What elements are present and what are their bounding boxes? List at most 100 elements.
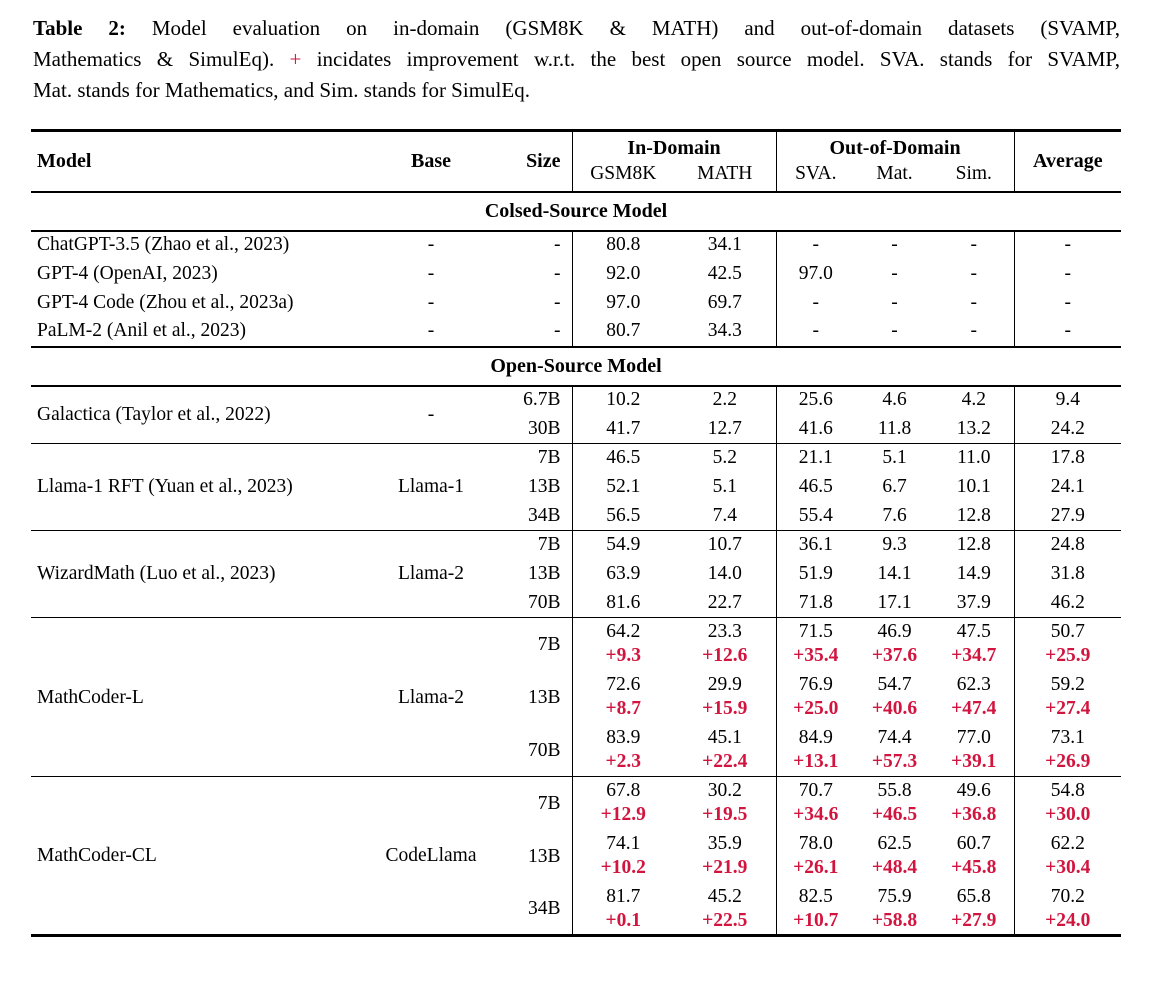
value-cell: 65.8 bbox=[934, 882, 1015, 910]
delta-cell: +15.9 bbox=[674, 697, 777, 724]
model-block: MathCoder-CL CodeLlama 7B 67.8 30.2 70.7 55.8 4… bbox=[31, 776, 1122, 936]
value-cell: 25.6 bbox=[798, 389, 833, 411]
value-cell: 80.8 bbox=[606, 234, 641, 256]
value-cell: 10.2 bbox=[606, 389, 641, 411]
value-cell: 5.1 bbox=[674, 472, 777, 502]
value-cell: 54.8 bbox=[1050, 780, 1085, 802]
header-model: Model bbox=[37, 149, 92, 172]
table-row: ChatGPT-3.5 (Zhao et al., 2023) - - 80.8 34.… bbox=[31, 230, 1121, 260]
base-cell: Llama-2 bbox=[397, 686, 465, 708]
value-cell: 55.4 bbox=[798, 504, 833, 526]
value-cell: 12.8 bbox=[934, 501, 1015, 531]
section-title-row: Colsed-Source Model bbox=[31, 191, 1122, 231]
value-cell: 30.2 bbox=[674, 776, 777, 804]
value-cell: 6.7 bbox=[882, 475, 907, 497]
delta-cell: +22.5 bbox=[674, 909, 777, 936]
value-cell: 49.6 bbox=[934, 776, 1015, 804]
size-cell: 7B bbox=[486, 443, 573, 473]
delta-cell: +37.6 bbox=[871, 645, 918, 667]
value-cell: 12.7 bbox=[674, 414, 777, 444]
value-cell: 62.5 bbox=[877, 832, 912, 854]
model-block: ChatGPT-3.5 (Zhao et al., 2023) - - 80.8 34.… bbox=[31, 230, 1121, 260]
size-cell: - bbox=[486, 288, 573, 318]
delta-cell: +19.5 bbox=[674, 803, 777, 830]
value-cell: 11.8 bbox=[877, 417, 912, 439]
caption-text-1: Model evaluation on in-domain (GSM8K & M… bbox=[151, 16, 1120, 40]
value-cell: 11.0 bbox=[934, 443, 1015, 473]
size-cell: 13B bbox=[486, 559, 573, 589]
model-cell: PaLM-2 (Anil et al., 2023) bbox=[37, 320, 247, 342]
delta-row: +12.9 +19.5 +34.6 +46.5 +36.8 +30.0 bbox=[31, 803, 1121, 830]
base-cell: - bbox=[427, 291, 435, 313]
value-cell: 22.7 bbox=[674, 588, 777, 618]
table-caption: Table 2: Model evaluation on in-domain (… bbox=[33, 13, 1120, 106]
header-sim: Sim. bbox=[934, 160, 1015, 192]
delta-cell: +9.3 bbox=[605, 645, 642, 667]
value-cell: 64.2 bbox=[606, 621, 641, 643]
delta-cell: +25.9 bbox=[1045, 645, 1091, 667]
value-cell: - bbox=[1064, 234, 1072, 256]
table-row: GPT-4 Code (Zhou et al., 2023a) - - 97.0 69.… bbox=[31, 288, 1121, 318]
delta-cell: +47.4 bbox=[934, 697, 1015, 724]
value-cell: 46.5 bbox=[606, 447, 641, 469]
value-cell: 46.2 bbox=[1050, 591, 1085, 613]
value-cell: 10.1 bbox=[934, 472, 1015, 502]
header-size: Size bbox=[486, 130, 573, 192]
value-cell: 13.2 bbox=[934, 414, 1015, 444]
model-cell: MathCoder-L bbox=[37, 686, 144, 708]
value-cell: 46.9 bbox=[877, 621, 912, 643]
table-row: Galactica (Taylor et al., 2022) - 6.7B 10.2… bbox=[31, 385, 1121, 425]
value-cell: 24.8 bbox=[1050, 534, 1085, 556]
value-cell: 77.0 bbox=[934, 723, 1015, 751]
section-title: Open-Source Model bbox=[490, 354, 662, 377]
value-cell: 54.7 bbox=[877, 673, 912, 695]
value-cell: - bbox=[934, 288, 1015, 318]
delta-cell: +27.4 bbox=[1045, 698, 1091, 720]
delta-row: +10.2 +21.9 +26.1 +48.4 +45.8 +30.4 bbox=[31, 856, 1121, 883]
table-row: 34B 81.7 45.2 82.5 75.9 65.8 70.2 bbox=[31, 882, 1121, 936]
delta-cell: +30.0 bbox=[1045, 804, 1091, 826]
value-cell: 72.6 bbox=[606, 673, 641, 695]
delta-cell: +21.9 bbox=[674, 856, 777, 883]
value-cell: 10.7 bbox=[674, 530, 777, 560]
table-row: 13B 52.1 5.1 46.5 6.7 10.1 24.1 bbox=[31, 472, 1121, 502]
value-cell: 59.2 bbox=[1050, 673, 1085, 695]
value-cell: 46.5 bbox=[798, 475, 833, 497]
value-cell: 81.6 bbox=[606, 591, 641, 613]
delta-row: +9.3 +12.6 +35.4 +37.6 +34.7 +25.9 bbox=[31, 644, 1121, 671]
table-row: 70B 83.9 45.1 84.9 74.4 77.0 73.1 bbox=[31, 723, 1121, 777]
plus-sign: + bbox=[289, 47, 302, 71]
value-cell: 54.9 bbox=[606, 534, 641, 556]
value-cell: 35.9 bbox=[674, 829, 777, 857]
model-block: MathCoder-L Llama-2 7B 64.2 23.3 71.5 46.9 47.5… bbox=[31, 617, 1122, 777]
delta-cell: +12.6 bbox=[674, 644, 777, 671]
value-cell: 76.9 bbox=[798, 673, 833, 695]
table-row: 13B 63.9 14.0 51.9 14.1 14.9 31.8 bbox=[31, 559, 1121, 589]
base-cell: CodeLlama bbox=[385, 845, 477, 867]
table-row: 30B 41.7 12.7 41.6 11.8 13.2 24.2 bbox=[31, 414, 1121, 444]
value-cell: 7.6 bbox=[882, 504, 907, 526]
delta-cell: +27.9 bbox=[934, 909, 1015, 936]
section-title-row: Open-Source Model bbox=[31, 346, 1122, 386]
table-row: GPT-4 (OpenAI, 2023) - - 92.0 42.5 97.0 - - - bbox=[31, 259, 1121, 289]
size-cell: 13B bbox=[486, 670, 573, 724]
model-cell: ChatGPT-3.5 (Zhao et al., 2023) bbox=[37, 234, 290, 256]
caption-line-1: Table 2: Model evaluation on in-domain (… bbox=[33, 13, 1120, 44]
value-cell: - bbox=[934, 259, 1015, 289]
value-cell: 62.2 bbox=[1050, 832, 1085, 854]
value-cell: 71.8 bbox=[798, 591, 833, 613]
size-cell: - bbox=[486, 259, 573, 289]
value-cell: 31.8 bbox=[1050, 562, 1085, 584]
delta-cell: +12.9 bbox=[600, 804, 646, 826]
value-cell: 14.9 bbox=[934, 559, 1015, 589]
model-cell: Llama-1 RFT (Yuan et al., 2023) bbox=[37, 475, 293, 497]
table-header: Model Base Size In-Domain Out-of-Domain … bbox=[31, 130, 1122, 192]
value-cell: 21.1 bbox=[798, 447, 833, 469]
section-title: Colsed-Source Model bbox=[484, 199, 668, 222]
value-cell: 81.7 bbox=[606, 885, 641, 907]
size-cell: 13B bbox=[486, 829, 573, 883]
value-cell: 12.8 bbox=[934, 530, 1015, 560]
delta-cell: +46.5 bbox=[871, 804, 918, 826]
value-cell: - bbox=[1064, 320, 1072, 342]
table-row: 70B 81.6 22.7 71.8 17.1 37.9 46.2 bbox=[31, 588, 1121, 618]
